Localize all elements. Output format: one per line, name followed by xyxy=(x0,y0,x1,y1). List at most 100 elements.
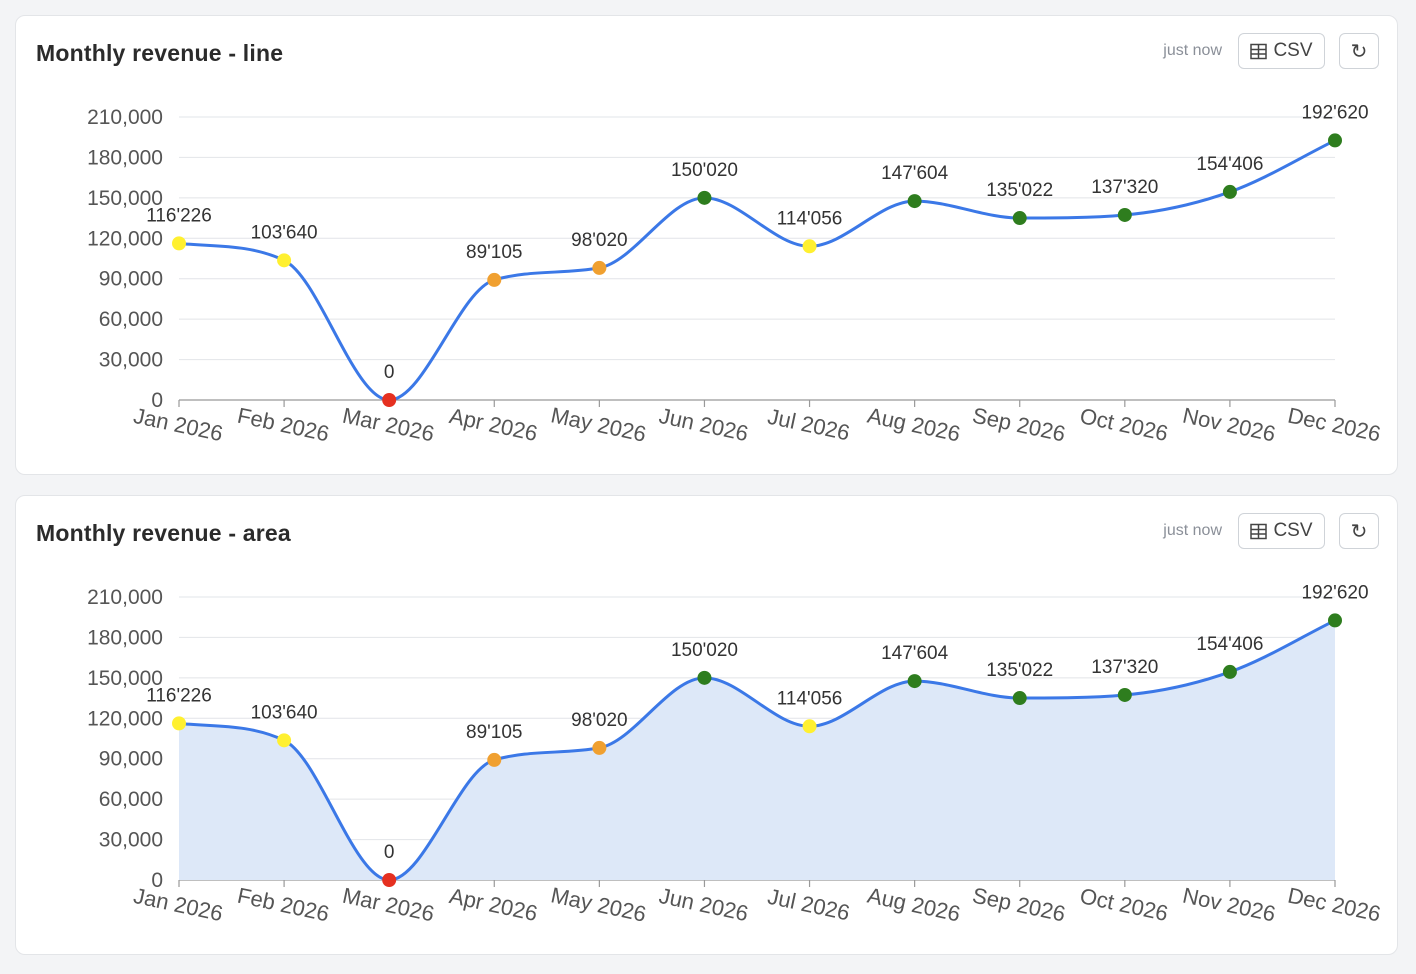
data-label: 137'320 xyxy=(1091,657,1158,678)
data-point xyxy=(907,674,922,689)
data-label: 0 xyxy=(384,842,395,863)
x-tick-label: Mar 2026 xyxy=(340,883,436,927)
y-tick-label: 150,000 xyxy=(87,187,163,210)
data-label: 0 xyxy=(384,362,395,383)
x-tick-label: Oct 2026 xyxy=(1078,403,1171,446)
card-title: Monthly revenue - line xyxy=(36,40,284,66)
data-point xyxy=(1222,184,1237,199)
refresh-icon: ↻ xyxy=(1350,40,1368,63)
x-tick-label: Jan 2026 xyxy=(131,403,225,446)
data-point xyxy=(907,194,922,209)
y-tick-label: 210,000 xyxy=(87,586,163,609)
y-tick-label: 180,000 xyxy=(87,626,163,649)
data-point xyxy=(592,260,607,275)
y-tick-label: 90,000 xyxy=(99,748,163,771)
data-label: 192'620 xyxy=(1301,582,1368,603)
data-point xyxy=(277,253,292,268)
csv-export-button[interactable]: CSV xyxy=(1238,513,1325,549)
y-tick-label: 180,000 xyxy=(87,146,163,169)
data-label: 147'604 xyxy=(881,163,948,184)
x-tick-label: Oct 2026 xyxy=(1078,883,1171,926)
data-point xyxy=(697,670,712,685)
data-point xyxy=(1012,691,1027,706)
data-point xyxy=(487,272,502,287)
x-tick-label: Aug 2026 xyxy=(865,403,962,447)
chart-card-line: Monthly revenue - line just now CSV ↻ 0 3… xyxy=(15,15,1398,475)
data-label: 192'620 xyxy=(1301,102,1368,123)
data-point xyxy=(592,740,607,755)
card-toolbar: just now CSV ↻ xyxy=(1163,512,1379,550)
csv-label: CSV xyxy=(1273,520,1313,541)
table-grid-icon xyxy=(1250,43,1268,60)
x-tick-label: Nov 2026 xyxy=(1180,403,1277,447)
data-label: 116'226 xyxy=(146,205,212,226)
data-label: 116'226 xyxy=(146,685,212,706)
refresh-button[interactable]: ↻ xyxy=(1339,513,1379,549)
x-tick-label: Jun 2026 xyxy=(657,403,751,446)
x-tick-label: Aug 2026 xyxy=(865,883,962,927)
y-tick-label: 150,000 xyxy=(87,667,163,690)
chart-card-area: Monthly revenue - area just now CSV ↻ 0 3… xyxy=(15,495,1398,955)
area-chart: 0 30,000 60,000 90,000 120,000 150,000 180,000… xyxy=(87,582,1383,927)
card-toolbar: just now CSV ↻ xyxy=(1163,32,1379,70)
data-label: 147'604 xyxy=(881,643,948,664)
x-tick-label: Dec 2026 xyxy=(1286,883,1383,927)
csv-export-button[interactable]: CSV xyxy=(1238,33,1325,69)
x-tick-label: Jul 2026 xyxy=(765,884,852,926)
data-label: 114'056 xyxy=(777,208,843,229)
x-tick-label: Dec 2026 xyxy=(1286,403,1383,447)
data-label: 150'020 xyxy=(671,160,738,181)
data-point xyxy=(802,719,817,734)
updated-timestamp: just now xyxy=(1163,522,1222,539)
refresh-icon: ↻ xyxy=(1350,520,1368,543)
x-tick-label: Jul 2026 xyxy=(765,404,852,446)
data-label: 154'406 xyxy=(1196,154,1263,175)
data-point xyxy=(1328,613,1342,628)
x-tick-label: May 2026 xyxy=(549,402,649,447)
y-tick-label: 30,000 xyxy=(99,829,163,852)
data-label: 154'406 xyxy=(1196,634,1263,655)
data-label: 103'640 xyxy=(251,702,318,723)
data-label: 98'020 xyxy=(571,230,627,251)
y-tick-label: 30,000 xyxy=(99,349,163,372)
series-area xyxy=(179,620,1335,880)
y-tick-label: 210,000 xyxy=(87,106,163,129)
x-tick-label: Nov 2026 xyxy=(1180,883,1277,927)
y-tick-label: 60,000 xyxy=(99,308,163,331)
data-label: 103'640 xyxy=(251,222,318,243)
table-grid-icon xyxy=(1250,523,1268,540)
x-tick-label: Sep 2026 xyxy=(970,403,1067,447)
csv-label: CSV xyxy=(1273,40,1313,61)
data-point xyxy=(1328,133,1342,148)
y-tick-label: 120,000 xyxy=(87,227,163,250)
y-tick-label: 0 xyxy=(151,869,163,892)
data-point xyxy=(382,393,397,407)
data-point xyxy=(1012,211,1027,226)
data-label: 137'320 xyxy=(1091,177,1158,198)
data-point xyxy=(802,239,817,254)
data-point xyxy=(1117,207,1132,222)
refresh-button[interactable]: ↻ xyxy=(1339,33,1379,69)
data-label: 89'105 xyxy=(466,722,522,743)
updated-timestamp: just now xyxy=(1163,42,1222,59)
y-tick-label: 120,000 xyxy=(87,707,163,730)
y-tick-label: 60,000 xyxy=(99,788,163,811)
data-label: 135'022 xyxy=(986,660,1053,681)
x-tick-label: Mar 2026 xyxy=(340,403,436,447)
data-point xyxy=(172,236,186,251)
data-point xyxy=(697,190,712,205)
series-line xyxy=(178,139,1336,402)
data-point xyxy=(1117,687,1132,702)
x-tick-label: Jan 2026 xyxy=(131,883,225,926)
x-tick-label: May 2026 xyxy=(549,882,649,927)
y-tick-label: 90,000 xyxy=(99,268,163,291)
y-tick-label: 0 xyxy=(151,389,163,412)
data-point xyxy=(487,752,502,767)
data-point xyxy=(382,873,397,887)
line-chart: 0 30,000 60,000 90,000 120,000 150,000 180,000… xyxy=(87,102,1383,447)
card-title: Monthly revenue - area xyxy=(36,520,291,546)
data-point xyxy=(172,716,186,731)
x-tick-label: Apr 2026 xyxy=(447,883,540,926)
data-point xyxy=(277,733,292,748)
x-tick-label: Feb 2026 xyxy=(235,883,331,927)
